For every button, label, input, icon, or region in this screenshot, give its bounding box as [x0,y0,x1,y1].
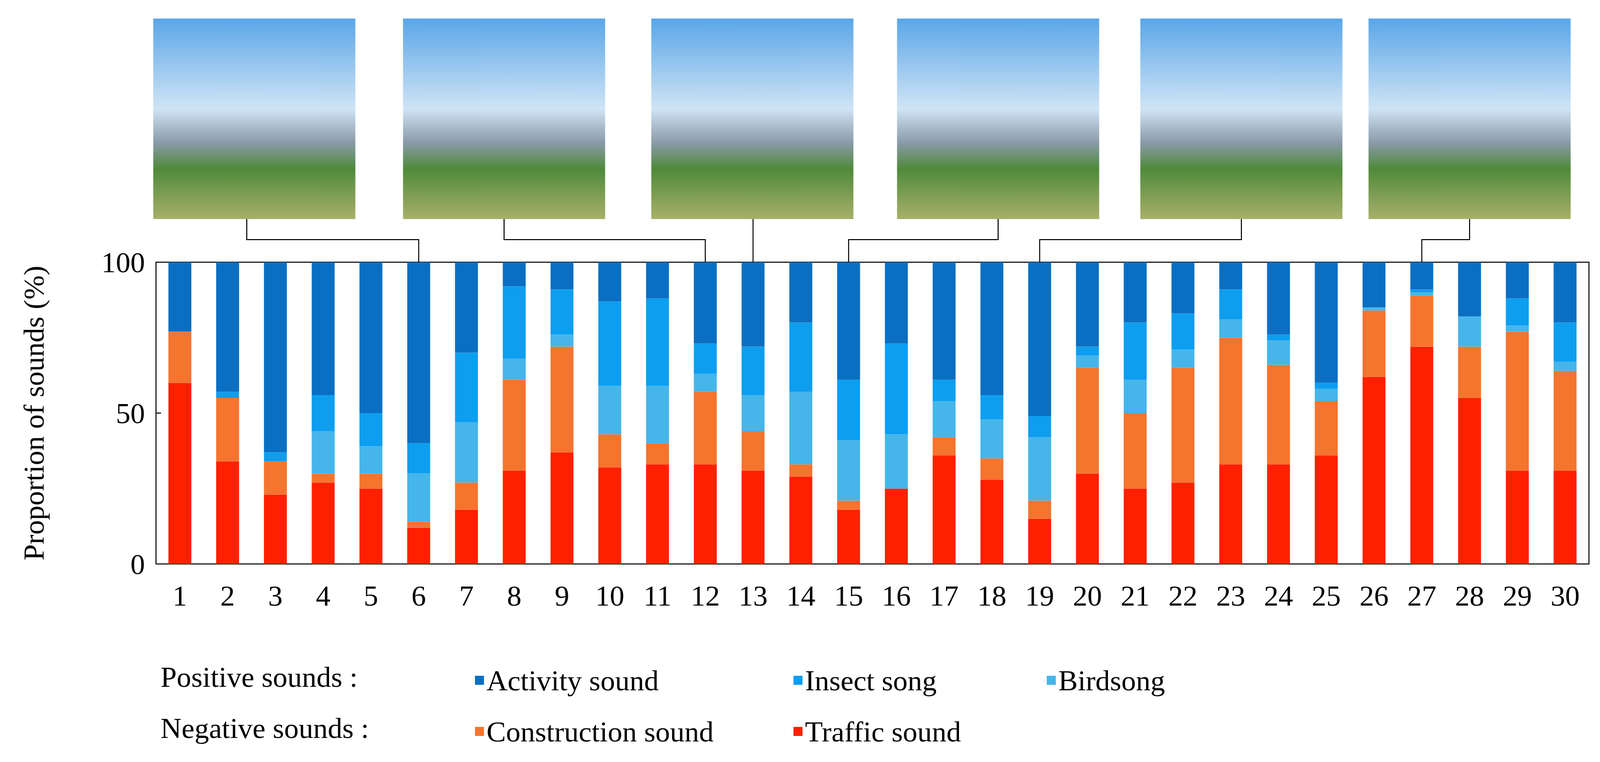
svg-text:10: 10 [595,579,625,613]
svg-text:11: 11 [643,579,672,613]
svg-text:15: 15 [834,579,864,613]
svg-text:Construction sound: Construction sound [486,715,714,749]
svg-text:Negative sounds :: Negative sounds : [160,712,370,745]
svg-text:50: 50 [115,397,145,430]
svg-text:24: 24 [1263,579,1294,613]
svg-text:1: 1 [172,579,188,613]
svg-text:26: 26 [1359,579,1389,613]
svg-text:19: 19 [1025,579,1055,613]
svg-text:22: 22 [1168,579,1198,613]
svg-text:29: 29 [1502,579,1532,613]
svg-text:21: 21 [1120,579,1150,613]
svg-text:8: 8 [507,579,522,613]
svg-text:Traffic sound: Traffic sound [805,715,962,749]
svg-text:Activity sound: Activity sound [486,664,659,698]
svg-text:Birdsong: Birdsong [1058,664,1166,698]
svg-text:Insect song: Insect song [805,664,937,698]
svg-text:30: 30 [1550,579,1580,613]
svg-text:20: 20 [1072,579,1102,613]
svg-text:0: 0 [130,548,145,581]
svg-text:12: 12 [690,579,720,613]
svg-text:100: 100 [101,246,145,279]
svg-text:18: 18 [977,579,1007,613]
svg-text:13: 13 [738,579,768,613]
svg-text:7: 7 [459,579,474,613]
svg-text:2: 2 [220,579,235,613]
svg-text:27: 27 [1407,579,1437,613]
svg-text:23: 23 [1216,579,1246,613]
svg-text:Positive sounds :: Positive sounds : [160,661,358,694]
svg-text:14: 14 [786,579,816,613]
svg-text:5: 5 [363,579,379,613]
svg-text:4: 4 [315,579,331,613]
svg-text:17: 17 [929,579,959,613]
svg-text:25: 25 [1311,579,1341,613]
svg-text:3: 3 [268,579,283,613]
svg-text:9: 9 [554,579,570,613]
svg-text:Proportion of sounds (%): Proportion of sounds (%) [17,265,51,561]
svg-text:28: 28 [1455,579,1485,613]
svg-text:16: 16 [881,579,911,613]
svg-text:6: 6 [411,579,426,613]
